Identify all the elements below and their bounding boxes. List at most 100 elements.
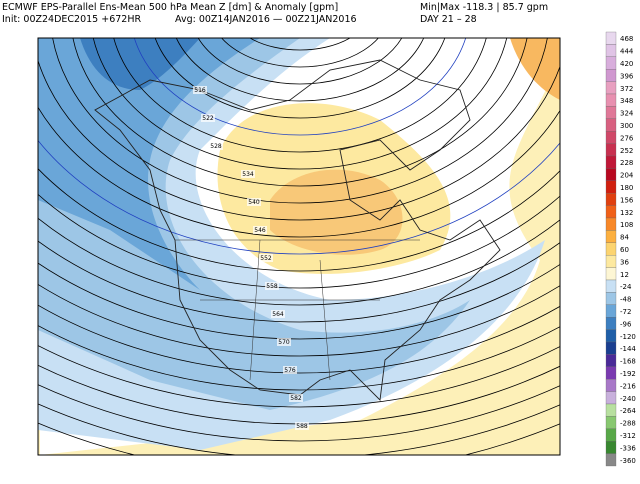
contour-line bbox=[38, 345, 560, 408]
colorbar-label: 108 bbox=[620, 221, 633, 229]
colorbar-swatch bbox=[605, 155, 617, 169]
contour-label-bg bbox=[253, 226, 267, 234]
contour-line bbox=[52, 38, 548, 204]
colorbar-swatch bbox=[605, 391, 617, 405]
contour-line bbox=[38, 168, 560, 272]
colorbar-label: 60 bbox=[620, 246, 629, 254]
contour-label-bg bbox=[247, 198, 261, 206]
title: ECMWF EPS-Parallel Ens-Mean 500 hPa Mean… bbox=[2, 2, 338, 13]
colorbar-swatch bbox=[605, 93, 617, 107]
contour-label-bg bbox=[277, 338, 291, 346]
contour-label-bg bbox=[209, 142, 223, 150]
contour-line bbox=[38, 384, 560, 442]
contour-line bbox=[154, 38, 446, 119]
colorbar-label: 396 bbox=[620, 72, 634, 80]
colorbar-swatch bbox=[605, 242, 617, 256]
colorbar-label: -72 bbox=[620, 308, 631, 316]
colorbar-label: -240 bbox=[620, 395, 636, 403]
colorbar-swatch bbox=[605, 56, 617, 70]
colorbar-label: -264 bbox=[620, 407, 636, 415]
coastline bbox=[94, 59, 501, 401]
contour-line bbox=[38, 283, 560, 357]
colorbar-swatch bbox=[605, 44, 617, 57]
contour-line bbox=[92, 38, 508, 170]
colorbar-label: -144 bbox=[620, 345, 636, 353]
colorbar-swatch bbox=[605, 81, 617, 95]
contour-line bbox=[72, 38, 528, 187]
contour-label-bg bbox=[295, 422, 309, 430]
contour-label-bg bbox=[289, 394, 303, 402]
colorbar-swatch bbox=[605, 453, 617, 467]
colorbar-label: 276 bbox=[620, 134, 634, 142]
contour-line bbox=[38, 240, 560, 323]
colorbar-label: 204 bbox=[620, 172, 634, 180]
colorbar-label: 156 bbox=[620, 196, 634, 204]
colorbar-swatch bbox=[605, 31, 617, 45]
colorbar-swatch bbox=[605, 180, 617, 194]
colorbar-swatch bbox=[605, 304, 617, 318]
colorbar-label: -288 bbox=[620, 420, 636, 428]
contour-label: 528 bbox=[210, 143, 222, 150]
contour-line bbox=[38, 106, 560, 238]
colorbar-swatch bbox=[605, 217, 617, 231]
colorbar-label: 420 bbox=[620, 60, 633, 68]
colorbar-label: 180 bbox=[620, 184, 633, 192]
colorbar-swatch bbox=[605, 341, 617, 355]
colorbar-label: 132 bbox=[620, 209, 633, 217]
colorbar-label: 84 bbox=[620, 234, 629, 242]
init: Init: 00Z24DEC2015 +672HR bbox=[2, 14, 141, 25]
colorbar-swatch bbox=[605, 193, 617, 206]
colorbar-label: -24 bbox=[620, 283, 632, 291]
colorbar-label: 348 bbox=[620, 97, 633, 105]
colorbar-swatch bbox=[605, 416, 617, 429]
contour-label: 564 bbox=[272, 311, 284, 318]
colorbar-swatch bbox=[605, 354, 617, 367]
borders bbox=[175, 239, 420, 381]
contour-line bbox=[221, 38, 379, 68]
contour-label: 552 bbox=[260, 255, 272, 262]
colorbar-label: 300 bbox=[620, 122, 633, 130]
colorbar-swatch bbox=[605, 366, 617, 380]
contour-label: 582 bbox=[290, 395, 302, 402]
colorbar-label: -360 bbox=[620, 457, 636, 465]
map-frame bbox=[37, 37, 561, 456]
colorbar-swatch bbox=[605, 428, 617, 442]
colorbar-label: 444 bbox=[620, 48, 634, 56]
colorbar-swatch bbox=[605, 168, 617, 181]
contour-label: 540 bbox=[248, 199, 260, 206]
contour-line bbox=[249, 38, 351, 51]
colorbar-swatch bbox=[605, 255, 617, 268]
colorbar-swatch bbox=[605, 267, 617, 281]
colorbar-label: -192 bbox=[620, 370, 636, 378]
colorbar-swatch bbox=[605, 441, 617, 454]
colorbar-label: 228 bbox=[620, 159, 633, 167]
colorbar-swatch bbox=[605, 131, 617, 144]
contour-line bbox=[38, 193, 560, 289]
contour-label-bg bbox=[241, 170, 255, 178]
contour-line bbox=[197, 38, 403, 85]
colorbar-label: -48 bbox=[620, 296, 631, 304]
colorbar-label: 324 bbox=[620, 110, 634, 118]
contour-label: 516 bbox=[194, 87, 206, 94]
colorbar: 468 444 420 396 372 348 324 300 276 252 228 204 180 1… bbox=[605, 31, 636, 467]
avg: Avg: 00Z14JAN2016 — 00Z21JAN2016 bbox=[175, 14, 357, 25]
contour-line bbox=[133, 38, 467, 136]
contour-line bbox=[38, 217, 560, 306]
anomaly-pos2 bbox=[270, 169, 403, 255]
contour-label: 534 bbox=[242, 171, 254, 178]
colorbar-swatch bbox=[605, 403, 617, 417]
colorbar-swatch bbox=[605, 279, 617, 293]
contour-label-bg bbox=[271, 310, 285, 318]
contour-line bbox=[175, 38, 425, 102]
colorbar-label: -312 bbox=[620, 432, 636, 440]
colorbar-label: -216 bbox=[620, 382, 636, 390]
contour-label-bg bbox=[193, 86, 207, 94]
contour-line bbox=[38, 304, 560, 374]
colorbar-label: 252 bbox=[620, 147, 633, 155]
colorbar-swatch bbox=[605, 205, 617, 219]
contour-line bbox=[38, 59, 560, 221]
day-range: DAY 21 – 28 bbox=[420, 14, 477, 25]
